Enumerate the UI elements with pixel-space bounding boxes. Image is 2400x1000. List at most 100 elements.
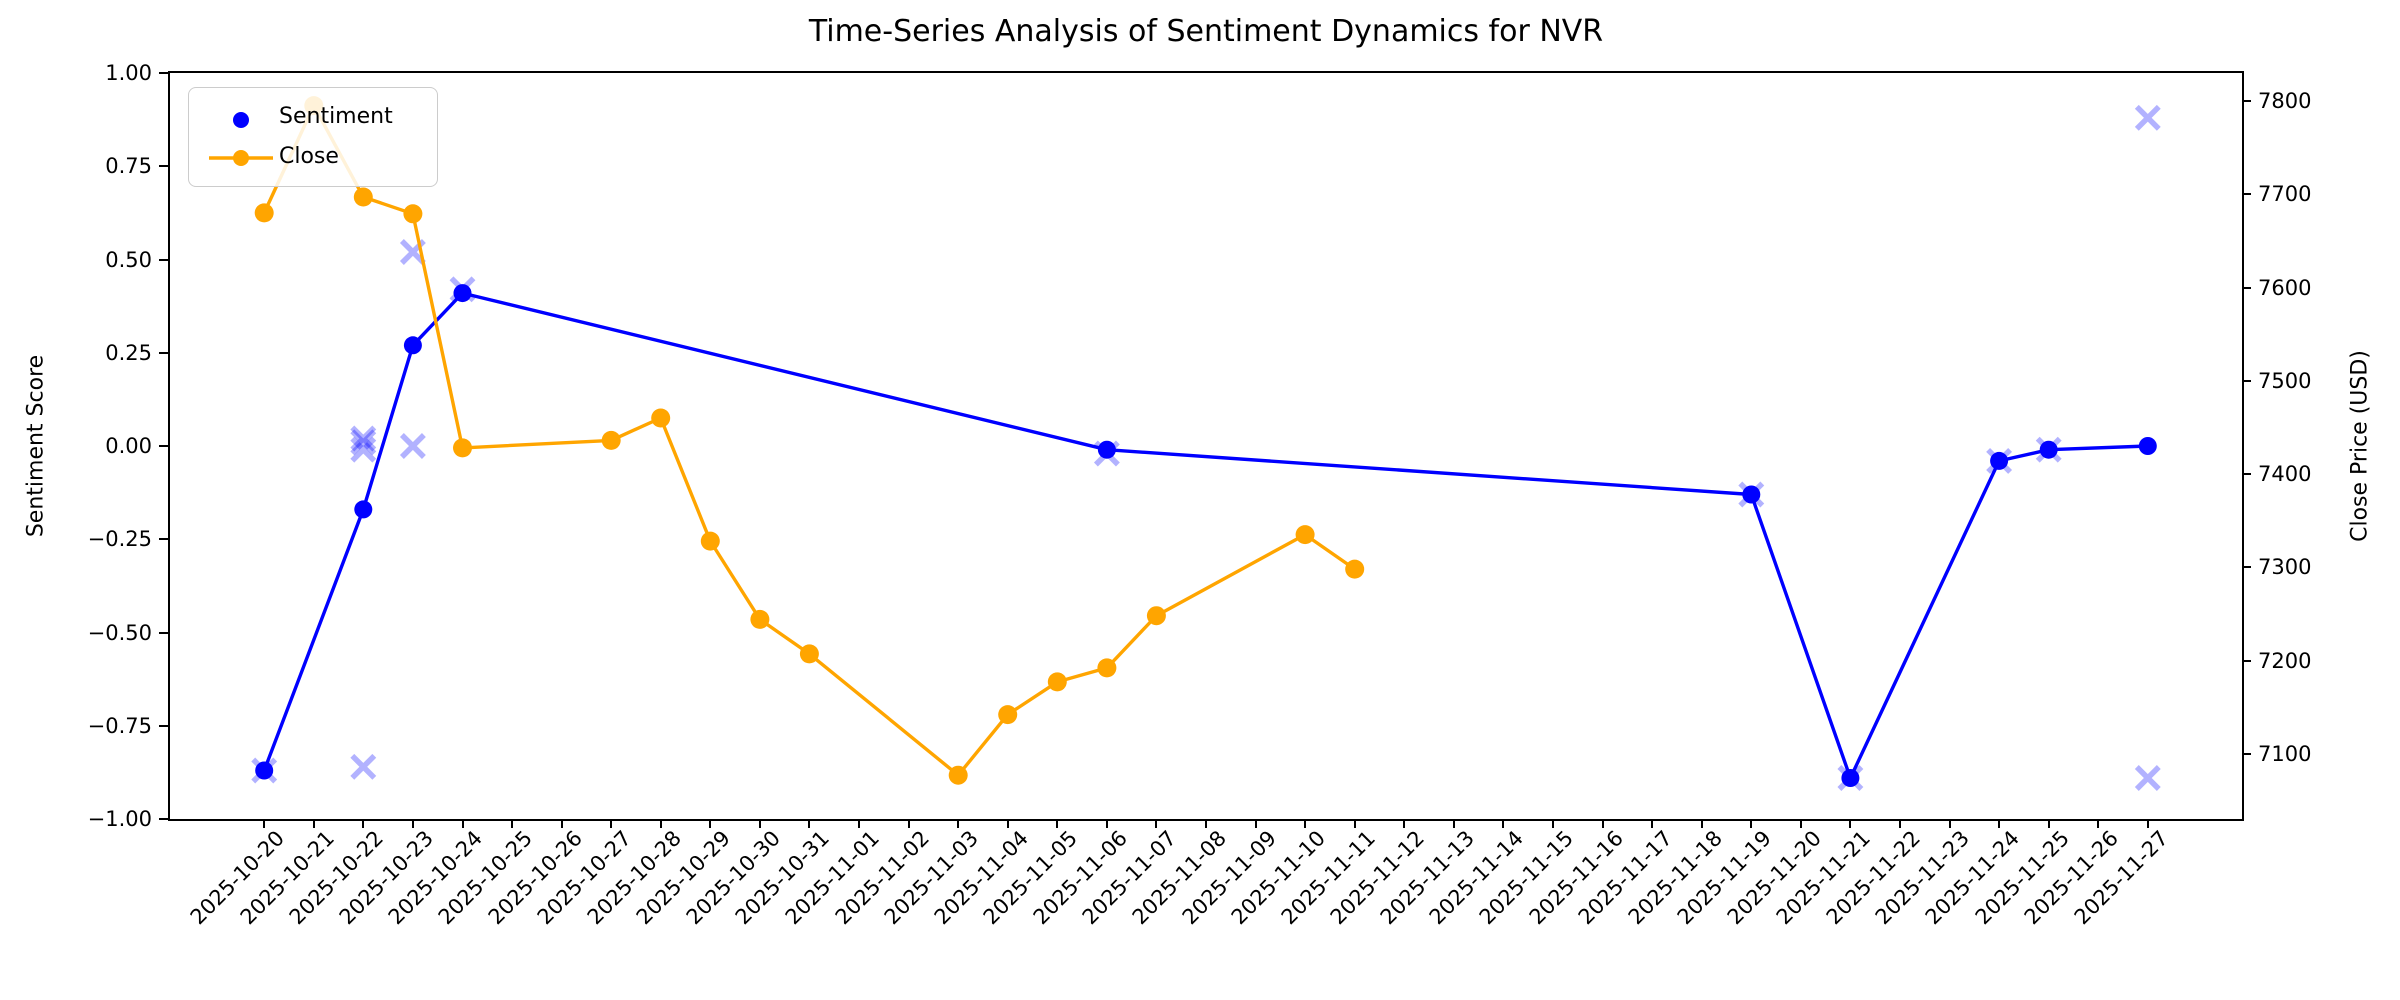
- y-right-tick-label: 7800: [2258, 89, 2312, 113]
- y-right-tick-label: 7200: [2258, 648, 2312, 673]
- x-tick-mark: [1205, 819, 1207, 828]
- y-right-tick-mark: [2242, 379, 2251, 382]
- sentiment-article-x-marker: [399, 433, 426, 459]
- y-left-tick-mark: [159, 818, 168, 820]
- x-tick-mark: [1056, 819, 1059, 828]
- y-left-tick-label: 0.75: [105, 154, 152, 179]
- x-tick-mark: [411, 819, 414, 828]
- x-tick-mark: [1948, 819, 1951, 828]
- close-point: [1345, 559, 1365, 579]
- x-tick-mark: [263, 819, 266, 828]
- x-tick-mark: [907, 819, 910, 828]
- sentiment-point: [403, 336, 422, 355]
- legend-item-close: Close: [189, 138, 437, 178]
- close-point: [998, 705, 1018, 725]
- x-tick-mark: [1304, 819, 1307, 828]
- close-line: [262, 103, 1356, 777]
- sentiment-article-x-marker: [350, 436, 377, 463]
- y-left-tick-label: −1.00: [87, 807, 152, 831]
- x-tick-mark: [1403, 819, 1406, 828]
- close-point: [700, 531, 720, 551]
- sentiment-article-x-marker: [2134, 104, 2161, 131]
- y-left-tick-label: 0.00: [105, 434, 152, 458]
- x-tick-mark: [659, 819, 662, 828]
- y-left-tick-mark: [159, 351, 168, 354]
- x-tick-mark: [1899, 819, 1901, 828]
- y-left-tick-label: −0.50: [87, 620, 152, 645]
- sentiment-point: [1841, 769, 1860, 787]
- x-tick-mark: [957, 819, 960, 828]
- x-tick-mark: [312, 819, 315, 828]
- y-left-tick-label: −0.75: [87, 713, 152, 738]
- close-point: [1047, 672, 1067, 692]
- y-right-tick-label: 7600: [2258, 275, 2312, 300]
- y-left-tick-mark: [159, 445, 168, 447]
- close-point: [1295, 525, 1315, 545]
- sentiment-series: [255, 284, 2157, 787]
- y-left-tick-label: 0.25: [105, 340, 152, 365]
- sentiment-point: [255, 761, 274, 780]
- x-tick-mark: [362, 819, 365, 828]
- y-left-tick-mark: [159, 165, 168, 168]
- sentiment-article-x-marker: [350, 425, 377, 452]
- sentiment-article-x-marker: [350, 429, 377, 456]
- legend: Sentiment Close: [188, 87, 438, 187]
- x-tick-mark: [1700, 819, 1703, 828]
- sentiment-point: [453, 284, 472, 303]
- article-sentiment-scatter: [251, 104, 2161, 791]
- y-left-tick-mark: [159, 72, 168, 74]
- sentiment-article-x-marker: [350, 753, 377, 780]
- y-left-tick-label: −0.25: [87, 527, 152, 552]
- x-tick-mark: [560, 819, 563, 828]
- x-tick-mark: [1105, 819, 1108, 828]
- sentiment-article-x-marker: [2134, 765, 2161, 791]
- sentiment-point: [1097, 440, 1116, 459]
- sentiment-point: [2138, 437, 2157, 455]
- plot-canvas: [251, 96, 2161, 791]
- sentiment-point: [1990, 451, 2009, 470]
- x-tick-mark: [1750, 819, 1753, 828]
- x-tick-mark: [461, 819, 464, 828]
- x-tick-mark: [1502, 819, 1505, 828]
- x-tick-mark: [1353, 819, 1356, 828]
- y-left-tick-mark: [159, 538, 168, 541]
- x-tick-mark: [1254, 819, 1257, 828]
- legend-label-sentiment: Sentiment: [279, 104, 393, 129]
- sentiment-point: [2039, 440, 2058, 459]
- close-point: [750, 609, 770, 629]
- y-left-tick-mark: [159, 258, 168, 261]
- close-point: [254, 203, 274, 223]
- chart-title: Time-Series Analysis of Sentiment Dynami…: [808, 14, 1604, 49]
- y-right-tick-mark: [2242, 193, 2251, 196]
- close-point: [651, 408, 671, 428]
- x-tick-mark: [2047, 819, 2050, 828]
- y-left-tick-mark: [159, 631, 168, 634]
- x-tick-mark: [808, 819, 811, 828]
- close-series: [254, 96, 1365, 785]
- y-right-tick-mark: [2242, 752, 2251, 755]
- x-tick-mark: [1651, 819, 1654, 828]
- close-point: [1097, 658, 1117, 678]
- close-point: [948, 765, 968, 785]
- sentiment-point: [354, 500, 373, 519]
- x-tick-mark: [758, 819, 761, 828]
- x-tick-mark: [1601, 819, 1604, 828]
- close-point: [601, 430, 621, 450]
- x-tick-mark: [1006, 819, 1009, 828]
- x-tick-mark: [858, 819, 860, 828]
- x-tick-mark: [1452, 819, 1455, 828]
- y-right-tick-mark: [2242, 659, 2251, 662]
- x-tick-mark: [1998, 819, 2001, 828]
- x-tick-mark: [1552, 819, 1554, 828]
- x-tick-mark: [610, 819, 613, 828]
- y-right-tick-mark: [2242, 473, 2251, 475]
- sentiment-point: [1742, 485, 1761, 504]
- sentiment-line: [262, 291, 2148, 780]
- x-tick-mark: [1849, 819, 1852, 828]
- y-left-tick-label: 1.00: [105, 61, 152, 85]
- legend-label-close: Close: [279, 144, 339, 169]
- close-point: [353, 187, 373, 207]
- y-right-tick-label: 7400: [2258, 462, 2312, 486]
- close-point: [799, 644, 819, 664]
- y-right-tick-mark: [2242, 100, 2251, 102]
